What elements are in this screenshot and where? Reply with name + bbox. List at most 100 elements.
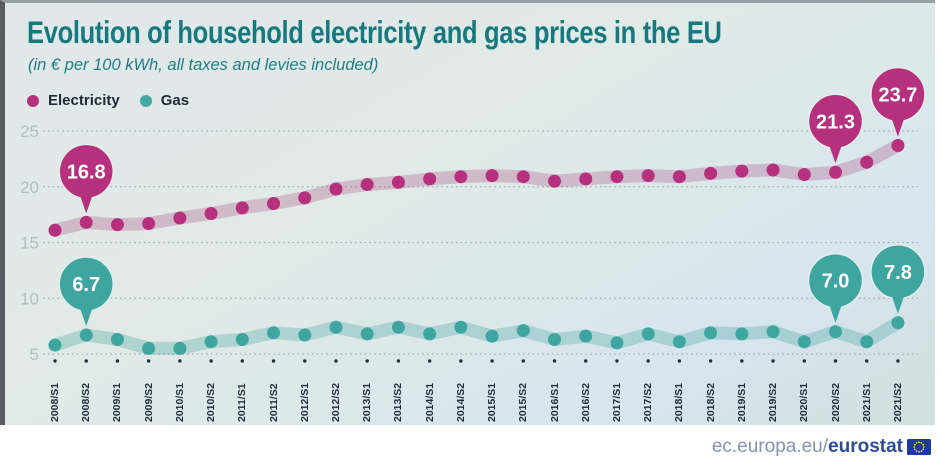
x-axis-label: 2011/S1 [236,383,249,422]
gas-point [391,320,405,334]
gas-point [110,333,124,347]
x-axis-label: 2012/S2 [329,382,342,422]
electricity-point [548,174,562,188]
x-axis-label: 2021/S1 [860,382,873,422]
electricity-point [423,172,437,186]
x-tick-dot [833,359,838,363]
electricity-point [797,167,811,181]
gas-point [797,335,811,349]
gas-point [641,327,655,341]
callout-electricity-2020-s2: 21.3 [807,93,864,164]
x-tick-dot [396,359,401,363]
electricity-dot-icon [27,94,39,107]
gas-point [79,328,93,342]
x-tick-dot [178,359,182,363]
gas-point [516,324,530,338]
x-axis-label: 2017/S2 [642,382,655,422]
gas-point [548,333,562,347]
x-tick-dot [271,359,276,363]
electricity-line [48,139,905,237]
y-axis-label: 10 [20,289,39,308]
gas-point [48,338,62,352]
callout-electricity-2008-s2: 16.8 [58,143,114,214]
callout-gas-2020-s2: 7.0 [807,252,864,323]
y-axis-label: 5 [30,345,39,364]
x-tick-dot [771,359,775,363]
electricity-point [360,178,374,192]
electricity-point [298,191,312,205]
gas-point [329,320,343,334]
footer-url-prefix: ec.europa.eu/ [711,436,829,457]
x-axis-label: 2020/S1 [798,382,811,422]
x-tick-dot [865,359,869,363]
footer: ec.europa.eu/ eurostat [712,436,931,458]
electricity-point [48,223,62,237]
gas-point [298,328,312,342]
legend-item-gas: Gas [139,92,190,109]
x-tick-dot [740,359,744,363]
x-tick-dot [802,359,806,363]
x-tick-dot [896,359,900,363]
callout-electricity-2021-s2: 23.7 [870,66,926,137]
electricity-point [204,207,218,221]
price-chart: 25 20 15 10 5 16.8 21.3 23.7 6.7 7.0 7.8 [20,66,926,364]
x-axis-label: 2016/S1 [548,382,561,422]
x-tick-dot [427,359,432,363]
x-axis-label: 2008/S2 [80,382,93,422]
x-axis-label: 2011/S2 [267,383,280,422]
legend: Electricity Gas [27,92,209,109]
electricity-point [516,170,530,184]
electricity-point [79,215,93,229]
x-tick-dot [708,359,713,363]
svg-text:21.3: 21.3 [816,111,855,133]
x-tick-dot [146,359,151,363]
gas-point [860,335,874,349]
legend-item-electricity: Electricity [27,92,120,109]
gas-point [204,335,218,349]
x-axis-label: 2014/S1 [423,382,436,422]
x-axis-label: 2009/S1 [111,382,124,422]
x-tick-dot [521,359,525,363]
x-axis-label: 2018/S1 [673,382,686,422]
electricity-point [173,211,187,225]
callout-gas-2021-s2: 7.8 [870,244,926,314]
electricity-point [641,169,655,183]
x-axis-label: 2016/S2 [579,382,592,422]
eu-flag-icon [907,439,931,455]
x-tick-dot [53,359,57,363]
x-tick-dot [584,359,588,363]
page-title: Evolution of household electricity and g… [27,15,722,51]
infographic-card: Evolution of household electricity and g… [0,0,935,425]
gas-point [735,327,749,341]
svg-text:7.8: 7.8 [884,262,912,284]
x-axis-label: 2017/S1 [610,382,623,422]
y-axis-label: 25 [20,122,39,141]
electricity-point [142,217,156,231]
gas-point [891,316,905,330]
gas-point [829,325,842,339]
gas-point [173,341,187,355]
electricity-point [579,172,593,186]
gas-point [142,341,156,355]
x-axis-label: 2014/S2 [454,382,467,422]
electricity-point [829,165,842,179]
gas-point [267,326,281,340]
gas-point [360,327,374,341]
x-axis-label: 2013/S2 [392,382,405,422]
x-axis-label: 2018/S2 [704,382,717,422]
x-axis-label: 2021/S2 [891,382,904,422]
y-axis-label: 15 [20,234,39,253]
legend-label-gas: Gas [160,92,190,109]
gas-point [454,320,468,334]
x-tick-dot [552,359,557,363]
x-tick-dot [459,359,463,363]
x-axis-label: 2019/S2 [767,382,780,422]
electricity-point [735,164,749,178]
callout-gas-2008-s2: 6.7 [58,256,114,327]
x-axis-label: 2009/S2 [142,382,155,422]
electricity-point [766,163,780,177]
x-axis-label: 2015/S1 [486,382,499,422]
electricity-point [267,196,281,210]
page-subtitle: (in € per 100 kWh, all taxes and levies … [28,56,379,74]
